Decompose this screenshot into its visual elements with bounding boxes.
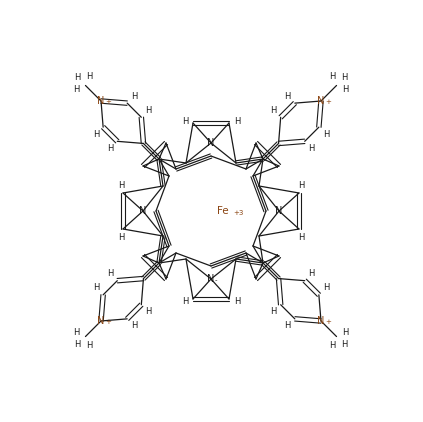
Text: +3: +3 — [233, 210, 243, 216]
Text: H: H — [118, 233, 124, 241]
Text: H: H — [309, 269, 315, 278]
Text: H: H — [74, 73, 81, 82]
Text: H: H — [74, 340, 81, 349]
Text: N: N — [207, 138, 215, 148]
Text: H: H — [145, 106, 151, 115]
Text: H: H — [330, 72, 336, 81]
Text: H: H — [270, 106, 277, 115]
Text: +: + — [325, 99, 331, 105]
Text: H: H — [145, 307, 151, 316]
Text: +: + — [325, 319, 331, 325]
Text: H: H — [234, 116, 240, 125]
Text: N: N — [139, 206, 147, 216]
Text: H: H — [342, 328, 349, 337]
Text: H: H — [323, 283, 329, 292]
Text: N: N — [317, 96, 325, 106]
Text: Fe: Fe — [217, 206, 229, 216]
Text: N: N — [317, 316, 325, 326]
Text: H: H — [298, 181, 304, 189]
Text: N: N — [97, 96, 105, 106]
Text: H: H — [131, 92, 137, 100]
Text: H: H — [182, 116, 188, 125]
Text: H: H — [74, 328, 80, 337]
Text: H: H — [182, 297, 188, 306]
Text: H: H — [323, 130, 329, 139]
Text: N: N — [97, 316, 105, 326]
Text: H: H — [93, 283, 99, 292]
Text: +: + — [105, 99, 111, 105]
Text: H: H — [74, 85, 80, 94]
Text: H: H — [107, 144, 113, 153]
Text: H: H — [330, 341, 336, 350]
Text: N: N — [207, 274, 215, 284]
Text: H: H — [270, 307, 277, 316]
Text: N: N — [275, 206, 283, 216]
Text: H: H — [107, 269, 113, 278]
Text: H: H — [341, 73, 348, 82]
Text: H: H — [234, 297, 240, 306]
Text: +: + — [105, 319, 111, 325]
Text: -: - — [215, 277, 217, 283]
Text: H: H — [285, 92, 291, 100]
Text: H: H — [342, 85, 349, 94]
Text: H: H — [93, 130, 99, 139]
Text: H: H — [118, 181, 124, 189]
Text: H: H — [309, 144, 315, 153]
Text: H: H — [86, 341, 93, 350]
Text: H: H — [341, 340, 348, 349]
Text: H: H — [285, 322, 291, 330]
Text: H: H — [298, 233, 304, 241]
Text: H: H — [131, 322, 137, 330]
Text: H: H — [86, 72, 93, 81]
